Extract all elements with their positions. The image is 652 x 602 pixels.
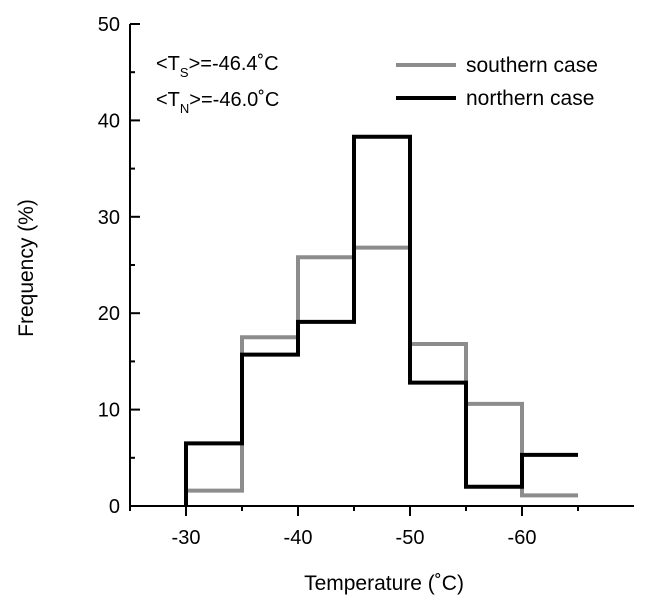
south-mean-subscript: S	[180, 65, 189, 80]
y-tick-label: 0	[109, 496, 120, 518]
y-tick-label: 10	[98, 400, 120, 422]
series-northern-step-line	[184, 134, 578, 506]
south-mean-annotation: <TS>=-46.4˚C	[156, 53, 279, 80]
series-southern-step-line	[184, 245, 578, 506]
legend-label-southern: southern case	[466, 54, 598, 77]
legend: southern case northern case	[396, 54, 598, 110]
x-tick-label: -60	[508, 527, 537, 549]
y-tick-label: 20	[98, 303, 120, 325]
north-mean-subscript: N	[180, 101, 189, 116]
south-mean-prefix: <T	[156, 53, 180, 75]
series-layer	[184, 134, 578, 506]
north-mean-value: >=-46.0˚C	[189, 89, 279, 111]
y-axis-ticks: 0 10 20 30 40 50	[98, 14, 140, 518]
legend-label-northern: northern case	[466, 87, 594, 110]
north-mean-prefix: <T	[156, 89, 180, 111]
x-axis-title: Temperature (˚C)	[304, 572, 464, 595]
x-tick-label: -40	[284, 527, 313, 549]
x-tick-label: -50	[396, 527, 425, 549]
north-mean-annotation: <TN>=-46.0˚C	[156, 89, 279, 116]
x-axis-ticks: -30 -40 -50 -60	[129, 506, 579, 549]
south-mean-value: >=-46.4˚C	[189, 53, 279, 75]
y-tick-label: 50	[98, 14, 120, 36]
y-tick-label: 30	[98, 207, 120, 229]
x-tick-label: -30	[172, 527, 201, 549]
y-tick-label: 40	[98, 110, 120, 132]
y-axis-title: Frequency (%)	[15, 199, 38, 337]
